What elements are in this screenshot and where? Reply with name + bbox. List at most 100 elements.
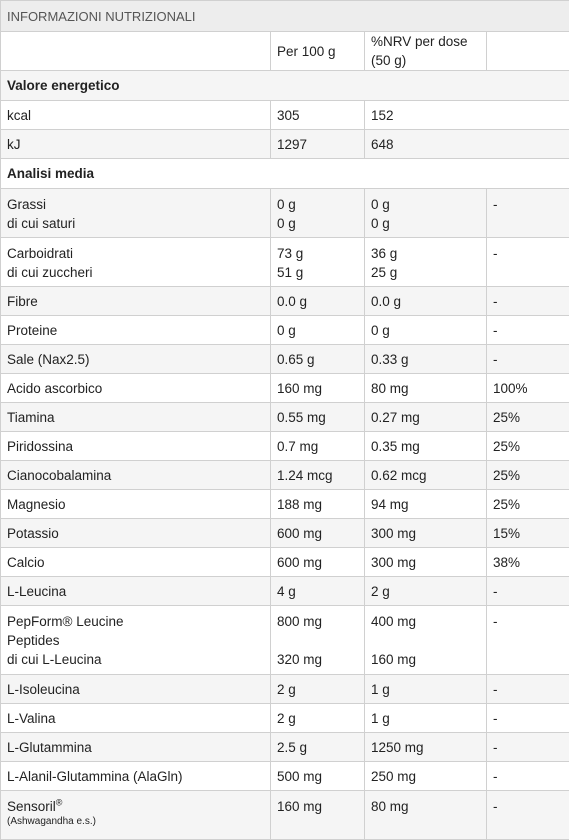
row-nrv: 25% <box>487 403 569 432</box>
row-dose: 36 g 25 g <box>365 238 487 287</box>
row-per100: 160 mg <box>271 374 365 403</box>
row-per100: 600 mg <box>271 548 365 577</box>
row-name: L-Valina <box>1 704 271 733</box>
row-name: L-Alanil-Glutammina (AlaGln) <box>1 762 271 791</box>
row-dose: 1250 mg <box>365 733 487 762</box>
row-nrv: - <box>487 606 569 675</box>
row-name: Proteine <box>1 316 271 345</box>
row-nrv: - <box>487 238 569 287</box>
row-per100: 800 mg 320 mg <box>271 606 365 675</box>
row-name: kcal <box>1 101 271 130</box>
row-name: Calcio <box>1 548 271 577</box>
row-dose: 1 g <box>365 704 487 733</box>
row-nrv: - <box>487 316 569 345</box>
row-nrv: - <box>487 287 569 316</box>
row-name-sub: (Ashwagandha e.s.) <box>7 816 264 828</box>
row-per100: 73 g 51 g <box>271 238 365 287</box>
value: 0 g <box>371 216 390 231</box>
row-name: Magnesio <box>1 490 271 519</box>
row-name: kJ <box>1 130 271 159</box>
row-dose: 94 mg <box>365 490 487 519</box>
row-name: Acido ascorbico <box>1 374 271 403</box>
row-name-sub: di cui saturi <box>7 216 75 231</box>
row-nrv: 38% <box>487 548 569 577</box>
value: 0 g <box>277 197 296 212</box>
row-per100: 1.24 mcg <box>271 461 365 490</box>
row-per100: 600 mg <box>271 519 365 548</box>
row-nrv: - <box>487 762 569 791</box>
row-dose: 1 g <box>365 675 487 704</box>
table-row: kcal 305 152 <box>1 101 569 130</box>
row-name-main: PepForm® Leucine <box>7 614 124 629</box>
row-name-main: Peptides <box>7 633 60 648</box>
row-per100: 0.0 g <box>271 287 365 316</box>
row-nrv: 100% <box>487 374 569 403</box>
row-name: Sensoril® (Ashwagandha e.s.) <box>1 791 271 840</box>
section-row: Valore energetico <box>1 71 569 101</box>
row-name: Sale (Nax2.5) <box>1 345 271 374</box>
row-name: Potassio <box>1 519 271 548</box>
table-row: Sensoril® (Ashwagandha e.s.) 160 mg 80 mg… <box>1 791 569 840</box>
row-per100: 305 <box>271 101 365 130</box>
header-nrv-dose: %NRV per dose (50 g) <box>365 32 487 71</box>
row-dose: 80 mg <box>365 374 487 403</box>
row-dose: 300 mg <box>365 548 487 577</box>
value: 36 g <box>371 246 397 261</box>
row-per100: 2.5 g <box>271 733 365 762</box>
row-per100: 4 g <box>271 577 365 606</box>
row-nrv: 25% <box>487 490 569 519</box>
value: 51 g <box>277 265 303 280</box>
row-dose: 80 mg <box>365 791 487 840</box>
row-name-main: Carboidrati <box>7 246 73 261</box>
header-cell <box>487 32 569 71</box>
value: 800 mg <box>277 614 322 629</box>
sensoril-name: Sensoril <box>7 799 56 814</box>
row-per100: 188 mg <box>271 490 365 519</box>
row-dose: 0.33 g <box>365 345 487 374</box>
row-name: Piridossina <box>1 432 271 461</box>
row-nrv: 25% <box>487 461 569 490</box>
row-name-sub: di cui L-Leucina <box>7 652 102 667</box>
row-per100: 1297 <box>271 130 365 159</box>
row-dose: 0.0 g <box>365 287 487 316</box>
row-name: L-Isoleucina <box>1 675 271 704</box>
row-per100: 2 g <box>271 675 365 704</box>
value: 160 mg <box>371 652 416 667</box>
row-per100: 160 mg <box>271 791 365 840</box>
row-dose: 250 mg <box>365 762 487 791</box>
table-row: Carboidrati di cui zuccheri 73 g 51 g 36 g… <box>1 238 569 287</box>
section-row: Analisi media <box>1 159 569 189</box>
row-dose: 2 g <box>365 577 487 606</box>
registered-mark: ® <box>56 798 63 808</box>
header-per100: Per 100 g <box>271 32 365 71</box>
row-dose: 648 <box>365 130 569 159</box>
value: 73 g <box>277 246 303 261</box>
row-nrv: - <box>487 345 569 374</box>
section-analysis: Analisi media <box>1 159 569 189</box>
row-name: Tiamina <box>1 403 271 432</box>
section-energy: Valore energetico <box>1 71 569 101</box>
header-cell <box>1 32 271 71</box>
row-nrv: - <box>487 189 569 238</box>
value: 25 g <box>371 265 397 280</box>
row-name-sub: di cui zuccheri <box>7 265 93 280</box>
row-nrv: 15% <box>487 519 569 548</box>
row-dose: 0.27 mg <box>365 403 487 432</box>
value: 0 g <box>371 197 390 212</box>
value: 320 mg <box>277 652 322 667</box>
row-dose: 400 mg 160 mg <box>365 606 487 675</box>
row-name-main: Grassi <box>7 197 46 212</box>
row-nrv: - <box>487 577 569 606</box>
